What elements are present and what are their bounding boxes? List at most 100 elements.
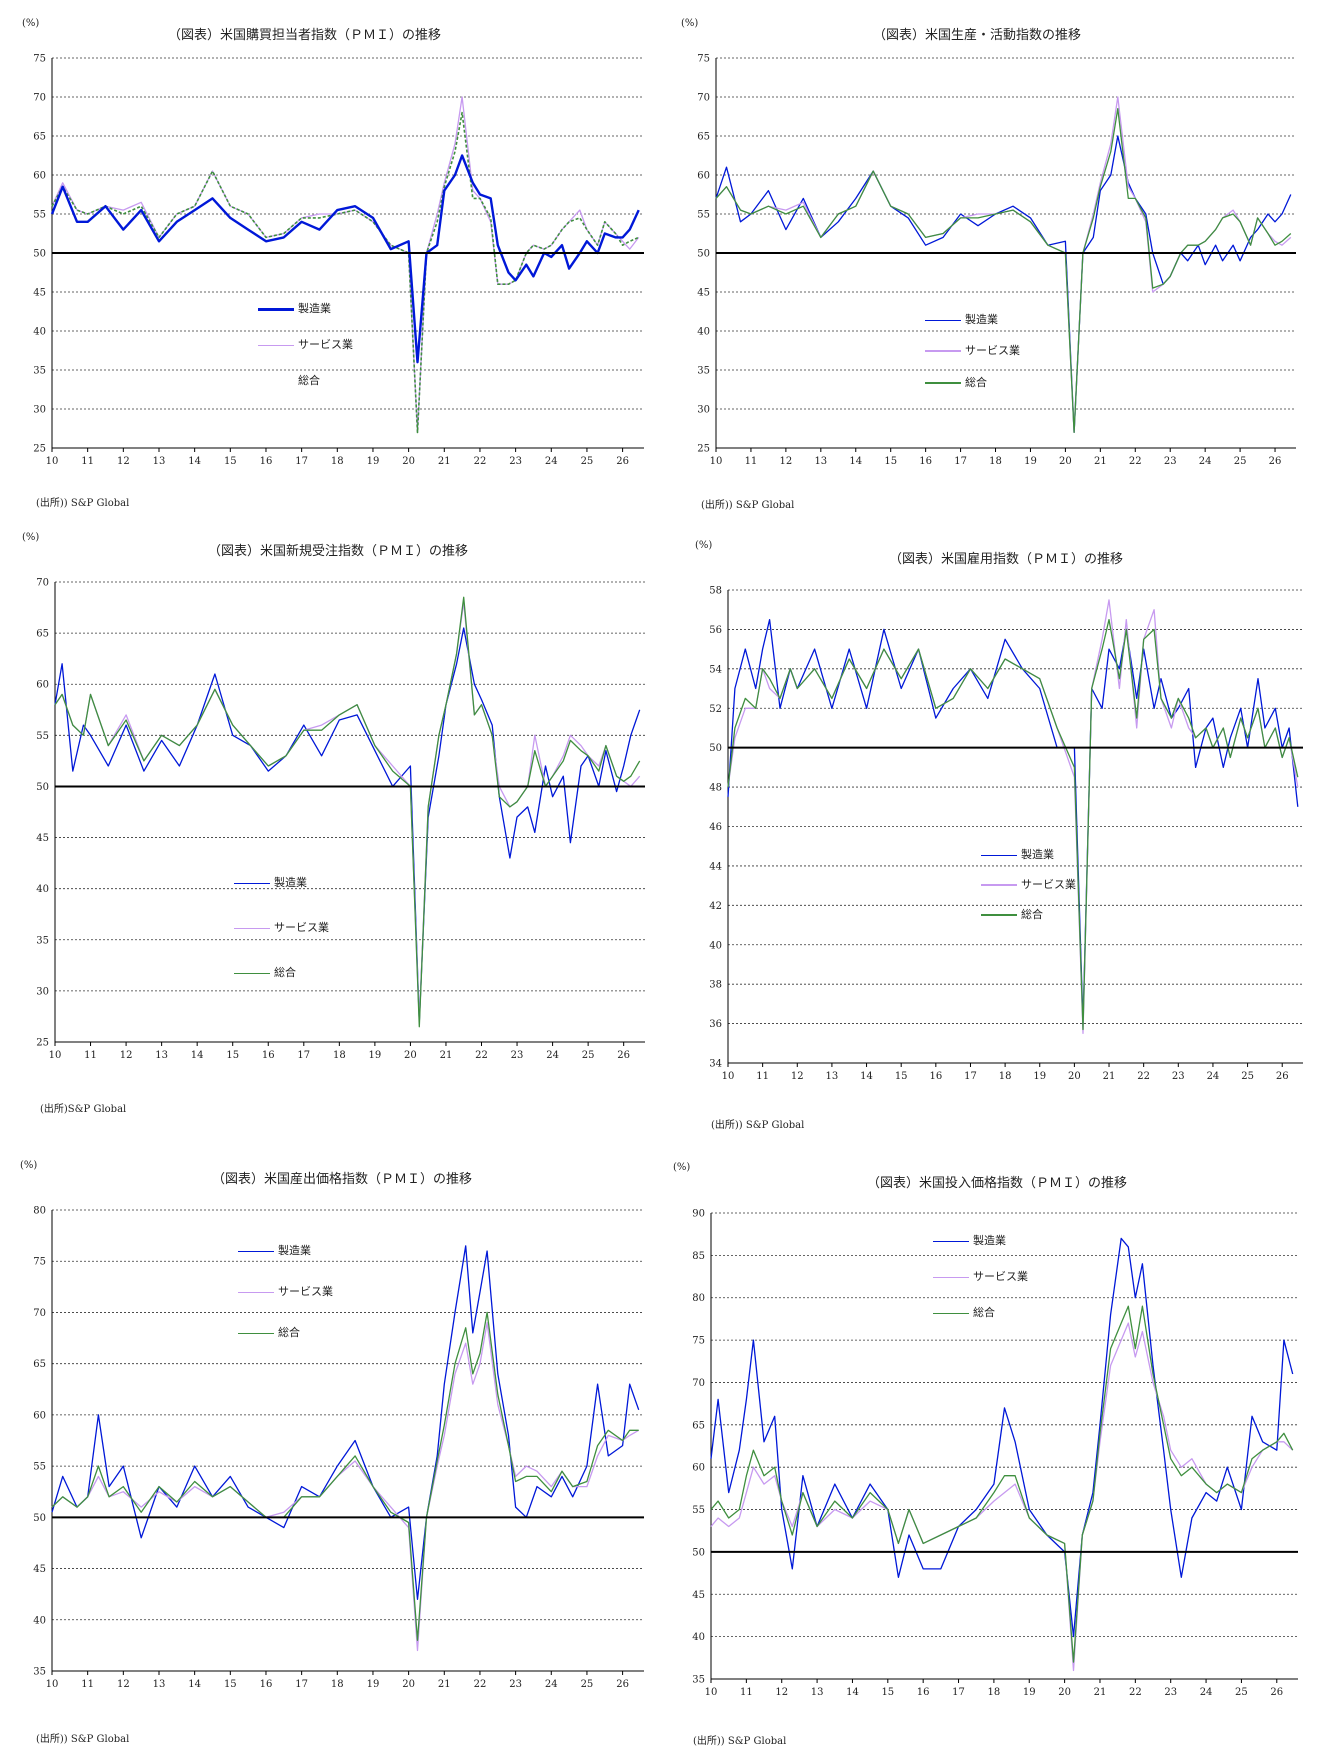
x-tick-label: 26: [617, 1050, 630, 1061]
x-tick-label: 26: [1276, 1071, 1289, 1082]
x-tick-label: 20: [1058, 1687, 1071, 1698]
legend-swatch-composite: [981, 914, 1017, 916]
x-tick-label: 25: [1241, 1071, 1254, 1082]
x-tick-label: 11: [84, 1050, 97, 1061]
x-tick-label: 24: [1199, 456, 1212, 467]
y-tick-label: 70: [697, 93, 710, 104]
x-tick-label: 26: [1269, 456, 1282, 467]
x-tick-label: 23: [511, 1050, 524, 1061]
y-tick-label: 52: [709, 704, 722, 715]
x-tick-label: 14: [188, 1679, 201, 1690]
x-tick-label: 17: [952, 1687, 965, 1698]
y-tick-label: 46: [709, 822, 722, 833]
y-tick-label: 42: [709, 901, 722, 912]
legend-label: サービス業: [1021, 878, 1076, 891]
y-tick-label: 65: [33, 132, 46, 143]
x-tick-label: 22: [474, 456, 487, 467]
x-tick-label: 10: [49, 1050, 62, 1061]
legend-services: サービス業: [981, 876, 1076, 892]
y-tick-label: 50: [692, 1547, 705, 1558]
legend-composite: 総合: [981, 906, 1043, 922]
y-tick-label: 30: [697, 405, 710, 416]
y-tick-label: 65: [692, 1420, 705, 1431]
y-tick-label: 38: [709, 980, 722, 991]
x-tick-label: 19: [367, 456, 380, 467]
x-tick-label: 10: [46, 456, 59, 467]
x-tick-label: 16: [917, 1687, 930, 1698]
legend-label: サービス業: [298, 338, 353, 351]
legend-label: 製造業: [965, 313, 998, 326]
x-tick-label: 22: [475, 1050, 488, 1061]
y-tick-label: 40: [36, 884, 49, 895]
x-tick-label: 15: [226, 1050, 239, 1061]
x-tick-label: 23: [509, 456, 522, 467]
legend-manufacturing: 製造業: [258, 300, 331, 316]
x-tick-label: 12: [780, 456, 793, 467]
x-tick-label: 18: [999, 1071, 1012, 1082]
legend-swatch-manufacturing: [258, 307, 294, 311]
x-tick-label: 21: [1094, 1687, 1107, 1698]
x-tick-label: 24: [545, 456, 558, 467]
x-tick-label: 24: [546, 1050, 559, 1061]
x-tick-label: 18: [331, 456, 344, 467]
y-tick-label: 48: [709, 783, 722, 794]
x-tick-label: 21: [1094, 456, 1107, 467]
y-tick-label: 50: [697, 249, 710, 260]
x-tick-label: 11: [756, 1071, 769, 1082]
x-tick-label: 21: [438, 1679, 451, 1690]
chart-title: （図表）米国産出価格指数（ＰＭＩ）の推移: [212, 1172, 473, 1187]
unit-label: (%): [22, 532, 40, 543]
x-tick-label: 17: [297, 1050, 310, 1061]
x-tick-label: 25: [581, 1679, 594, 1690]
legend-swatch-composite: [925, 382, 961, 384]
legend-manufacturing: 製造業: [981, 846, 1054, 862]
x-tick-label: 12: [791, 1071, 804, 1082]
x-tick-label: 16: [260, 1679, 273, 1690]
legend-swatch-services: [234, 927, 270, 929]
legend-swatch-services: [238, 1291, 274, 1293]
y-tick-label: 50: [709, 743, 722, 754]
source-note: (出所)) S&P Global: [36, 498, 130, 509]
legend-label: サービス業: [274, 921, 329, 934]
x-tick-label: 10: [46, 1679, 59, 1690]
legend-label: 製造業: [1021, 848, 1054, 861]
y-tick-label: 70: [33, 93, 46, 104]
series-line-composite: [51, 1311, 639, 1641]
legend-composite: 総合: [258, 372, 320, 388]
chart-panel-outputprices: (%) （図表）米国産出価格指数（ＰＭＩ）の推移 35 40 45 50 55 60 65 7…: [0, 1150, 671, 1756]
x-tick-label: 23: [509, 1679, 522, 1690]
series-line-services: [54, 601, 641, 1023]
series-line-services: [710, 1322, 1294, 1672]
legend-label: 総合: [1021, 908, 1043, 921]
y-tick-label: 30: [33, 405, 46, 416]
y-tick-label: 35: [692, 1675, 705, 1686]
chart-title: （図表）米国生産・活動指数の推移: [873, 28, 1082, 43]
series-line-composite: [51, 111, 640, 434]
y-tick-label: 44: [709, 861, 722, 872]
y-tick-label: 35: [33, 1667, 46, 1678]
legend-composite: 総合: [933, 1304, 995, 1320]
x-tick-label: 14: [860, 1071, 873, 1082]
x-tick-label: 15: [895, 1071, 908, 1082]
y-tick-label: 40: [697, 327, 710, 338]
y-tick-label: 75: [33, 1257, 46, 1268]
unit-label: (%): [681, 18, 699, 29]
y-tick-label: 36: [709, 1019, 722, 1030]
source-note: (出所)) S&P Global: [36, 1734, 130, 1745]
y-tick-label: 34: [709, 1059, 722, 1070]
legend-swatch-services: [981, 884, 1017, 886]
y-tick-label: 75: [692, 1336, 705, 1347]
x-tick-label: 20: [402, 1679, 415, 1690]
y-tick-label: 70: [33, 1308, 46, 1319]
legend-label: 製造業: [278, 1244, 311, 1257]
legend-swatch-manufacturing: [933, 1240, 969, 1242]
legend-manufacturing: 製造業: [933, 1232, 1006, 1248]
x-tick-label: 18: [333, 1050, 346, 1061]
x-tick-label: 17: [295, 456, 308, 467]
y-tick-label: 40: [33, 327, 46, 338]
x-tick-label: 20: [402, 456, 415, 467]
y-tick-label: 40: [709, 940, 722, 951]
x-tick-label: 23: [1164, 1687, 1177, 1698]
x-tick-label: 11: [740, 1687, 753, 1698]
chart-panel-output: (%) （図表）米国生産・活動指数の推移 25 30 35 40 45 50 55 60 65 7…: [671, 0, 1342, 560]
